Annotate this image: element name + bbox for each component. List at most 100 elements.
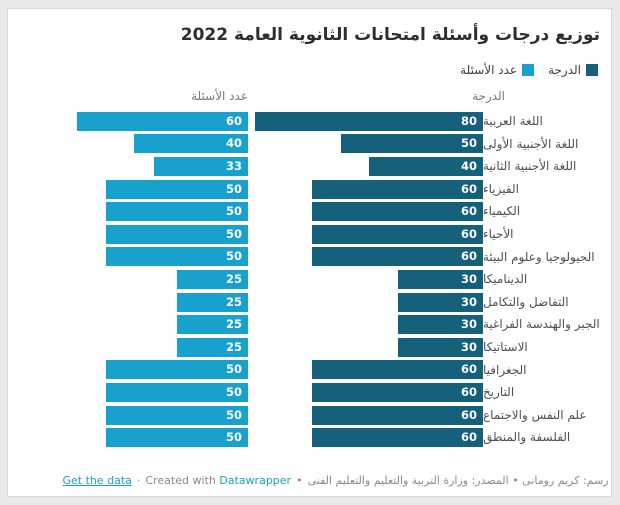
grade-value-label: 80: [460, 113, 477, 128]
grade-value-label: 60: [460, 226, 477, 241]
questions-value-label: 25: [225, 294, 242, 309]
questions-column-header: عدد الأسئلة: [191, 89, 248, 103]
questions-value-label: 25: [225, 271, 242, 286]
grade-value-label: 60: [460, 204, 477, 219]
questions-value-label: 60: [225, 113, 242, 128]
bar-row: 50 60 الجغرافيا: [8, 359, 611, 382]
grade-value-label: 60: [460, 362, 477, 377]
grade-value-label: 60: [460, 407, 477, 422]
questions-bar: 50: [105, 247, 248, 267]
grade-bar: 30: [397, 292, 483, 312]
grade-bar: 60: [312, 405, 483, 425]
grade-value-label: 40: [460, 158, 477, 173]
bar-row: 50 60 الكيمياء: [8, 200, 611, 223]
legend-label-grade: الدرجة: [548, 63, 581, 77]
questions-bar: 50: [105, 405, 248, 425]
questions-bar: 50: [105, 428, 248, 448]
grade-bar: 80: [255, 111, 483, 131]
questions-value-label: 50: [225, 226, 242, 241]
questions-value-label: 25: [225, 339, 242, 354]
grade-bar: 60: [312, 247, 483, 267]
bar-row: 40 50 اللغة الأجنبية الأولى: [8, 133, 611, 156]
questions-bar: 33: [153, 156, 248, 176]
chart-title: توزيع درجات وأسئلة امتحانات الثانوية الع…: [180, 25, 600, 45]
questions-value-label: 40: [225, 136, 242, 151]
legend-item-grade: الدرجة: [548, 63, 598, 77]
category-label: الأحياء: [483, 226, 514, 241]
footer: رسم: كريم رومانى • المصدر: وزارة التربية…: [34, 474, 620, 487]
questions-bar: 50: [105, 382, 248, 402]
questions-value-label: 50: [225, 362, 242, 377]
category-label: اللغة الأجنبية الثانية: [483, 159, 577, 174]
created-with-text: Created with Datawrapper: [145, 474, 291, 487]
legend-label-questions: عدد الأسئلة: [460, 63, 518, 77]
grade-value-label: 30: [460, 317, 477, 332]
get-the-data-link[interactable]: Get the data: [62, 473, 132, 487]
grade-value-label: 60: [460, 384, 477, 399]
questions-value-label: 50: [225, 204, 242, 219]
questions-value-label: 50: [225, 384, 242, 399]
category-label: الفلسفة والمنطق: [483, 430, 571, 445]
grade-value-label: 30: [460, 339, 477, 354]
questions-value-label: 25: [225, 317, 242, 332]
grade-value-label: 30: [460, 271, 477, 286]
questions-bar: 50: [105, 179, 248, 199]
bar-row: 50 60 الجيولوجيا وعلوم البيئة: [8, 246, 611, 269]
category-label: الاستاتيكا: [483, 339, 528, 354]
footer-dot: ·: [136, 473, 141, 487]
grade-value-label: 50: [460, 136, 477, 151]
grade-bar: 60: [312, 224, 483, 244]
grade-bar: 50: [340, 134, 483, 154]
grade-bar: 40: [369, 156, 483, 176]
questions-bar: 50: [105, 202, 248, 222]
category-label: الجبر والهندسة الفراغية: [483, 317, 600, 332]
grade-bar: 60: [312, 179, 483, 199]
footer-separator: •: [296, 473, 303, 487]
bar-row: 50 60 الأحياء: [8, 223, 611, 246]
grade-bar: 60: [312, 382, 483, 402]
column-headers: عدد الأسئلة الدرجة: [8, 89, 611, 103]
bar-row: 50 60 علم النفس والاجتماع: [8, 404, 611, 427]
category-label: الكيمياء: [483, 204, 521, 219]
category-label: الفيزياء: [483, 181, 519, 196]
grade-value-label: 30: [460, 294, 477, 309]
grade-bar: 30: [397, 315, 483, 335]
datawrapper-link[interactable]: Datawrapper: [219, 473, 292, 487]
category-label: الجغرافيا: [483, 362, 527, 377]
category-label: الديناميكا: [483, 272, 528, 287]
questions-bar: 40: [134, 134, 248, 154]
bar-row: 50 60 التاريخ: [8, 381, 611, 404]
questions-bar: 60: [77, 111, 248, 131]
grade-bar: 60: [312, 428, 483, 448]
questions-value-label: 50: [225, 249, 242, 264]
questions-bar: 25: [176, 337, 248, 357]
bar-row: 33 40 اللغة الأجنبية الثانية: [8, 155, 611, 178]
bar-row: 25 30 الجبر والهندسة الفراغية: [8, 313, 611, 336]
questions-value-label: 50: [225, 430, 242, 445]
chart-card: توزيع درجات وأسئلة امتحانات الثانوية الع…: [7, 8, 612, 497]
category-label: علم النفس والاجتماع: [483, 407, 587, 422]
grade-swatch-icon: [586, 64, 598, 76]
questions-bar: 50: [105, 360, 248, 380]
questions-bar: 25: [176, 292, 248, 312]
grade-bar: 30: [397, 337, 483, 357]
grade-value-label: 60: [460, 249, 477, 264]
questions-swatch-icon: [522, 64, 535, 76]
category-label: التفاضل والتكامل: [483, 294, 569, 309]
bar-row: 50 60 الفيزياء: [8, 178, 611, 201]
bar-row: 25 30 التفاضل والتكامل: [8, 291, 611, 314]
grade-column-header: الدرجة: [472, 89, 505, 103]
grade-bar: 60: [312, 202, 483, 222]
category-label: الجيولوجيا وعلوم البيئة: [483, 249, 595, 264]
grade-bar: 60: [312, 360, 483, 380]
grade-value-label: 60: [460, 181, 477, 196]
questions-value-label: 33: [225, 158, 242, 173]
legend-item-questions: عدد الأسئلة: [460, 63, 535, 77]
questions-bar: 50: [105, 224, 248, 244]
grade-bar: 30: [397, 269, 483, 289]
created-with-label: Created with: [145, 473, 216, 487]
bar-row: 60 80 اللغة العربية: [8, 110, 611, 133]
category-label: التاريخ: [483, 385, 515, 400]
category-label: اللغة العربية: [483, 114, 543, 128]
questions-bar: 25: [176, 269, 248, 289]
